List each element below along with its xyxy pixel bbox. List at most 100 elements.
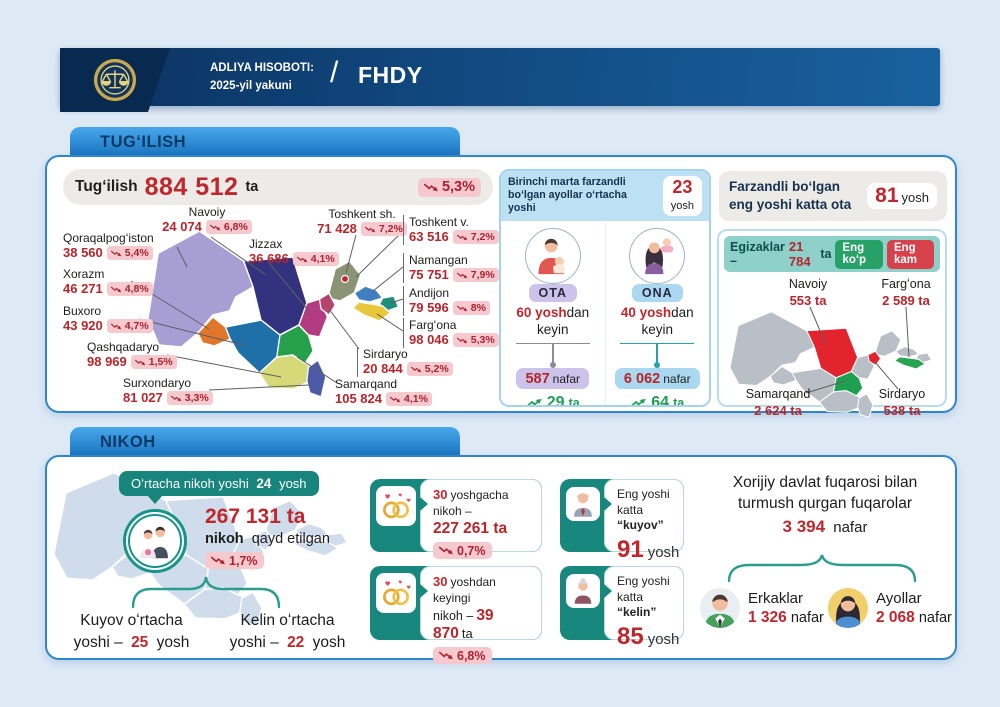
region-value: 98 046 5,3%	[409, 332, 501, 348]
region-label-toshkent-sh: Toshkent sh. 71 428 7,2%	[307, 207, 417, 237]
region-number: 24 074	[162, 219, 202, 235]
mother-connector	[620, 343, 695, 369]
header-separator: /	[330, 56, 339, 89]
region-change: 7,2%	[470, 230, 495, 243]
region-change: 4,1%	[404, 392, 428, 405]
wedding-rings-icon	[383, 492, 412, 519]
father-connector	[515, 343, 590, 369]
birth-region-map: Qoraqalpogʻiston 38 560 5,4% Navoiy 24 07…	[61, 205, 499, 411]
first-child-body: OTA 60 yoshdan keyin 587 nafar 29 ta O	[501, 220, 710, 407]
region-change: 8%	[470, 301, 486, 314]
trend-down-icon	[111, 286, 122, 293]
card-text-line2: katta “kuyov”	[617, 503, 678, 534]
twins-map-area: Navoiy 553 ta Fargʻona 2 589 ta Samarqan…	[722, 277, 942, 421]
report-label-line2: 2025-yil yakuni	[210, 80, 292, 93]
avg-age-value: 24	[256, 476, 272, 491]
bride-age-value: 22	[287, 633, 305, 651]
women-label: Ayollar	[876, 589, 922, 607]
region-name: Andijon	[409, 286, 450, 300]
card-body: 30 yoshdan keyingi nikoh –39 870 ta 6,8%	[420, 566, 542, 665]
trend-down-badge: 6,8%	[205, 219, 252, 235]
mother-count: 6 062	[623, 370, 661, 387]
region-name: Fargʻona	[409, 318, 457, 332]
region-number: 20 844	[363, 361, 403, 377]
avg-age-prefix: Oʻrtacha nikoh yoshi	[131, 476, 249, 491]
father-growth: 29 ta	[501, 394, 605, 407]
first-child-age-unit: yosh	[670, 199, 694, 212]
couple-circle	[123, 509, 187, 573]
trend-down-badge: 4,1%	[386, 391, 432, 407]
region-value: 75 751 7,9%	[409, 267, 501, 283]
twins-label-fargona: Fargʻona 2 589 ta	[860, 277, 952, 309]
region-number: 98 046	[409, 332, 449, 348]
card-oldest-bride: Eng yoshi katta “kelin” 85 yosh	[560, 566, 684, 650]
card-text-line1: Eng yoshi	[617, 574, 670, 588]
report-label: ADLIYA HISOBOTI: 2025-yil yakuni	[210, 59, 314, 96]
card-pointer	[604, 584, 619, 598]
region-value: 36 686 4,1%	[249, 251, 344, 267]
mother-growth: 64 ta	[606, 394, 710, 405]
father-count-badge: 587 nafar	[516, 368, 590, 390]
region-number: 105 824	[335, 391, 382, 407]
twins-value: 21 784	[788, 239, 811, 269]
justice-emblem-icon	[93, 58, 137, 102]
wedding-rings-icon	[383, 579, 412, 606]
trend-down-icon	[135, 359, 146, 366]
mother-baby-icon	[645, 237, 674, 274]
father-count-unit: nafar	[552, 371, 581, 386]
region-label-toshkent-v: Toshkent v. 63 516 7,2%	[403, 215, 501, 245]
oldest-father-title-line2: eng yoshi katta ota	[729, 197, 852, 212]
card-body: Eng yoshi katta “kelin” 85 yosh	[604, 566, 684, 650]
card-oldest-groom: Eng yoshi katta “kuyov” 91 yosh	[560, 479, 684, 563]
father-baby-icon	[538, 238, 565, 274]
region-number: 81 027	[123, 390, 163, 406]
birth-total-trend-badge: 5,3%	[417, 177, 481, 197]
twins-label: Egizaklar –	[730, 240, 785, 268]
old-woman-icon	[574, 578, 592, 604]
trend-down-icon	[457, 337, 468, 344]
father-growth-value: 29	[546, 394, 565, 407]
first-child-header: Birinchi marta farzandli boʻlgan ayollar…	[501, 171, 709, 221]
trend-down-icon	[439, 651, 454, 660]
marriage-change: 1,7%	[229, 553, 258, 568]
connector-stem	[656, 344, 659, 364]
region-label-namangan: Namangan 75 751 7,9%	[403, 253, 501, 283]
twin-region-value: 553 ta	[789, 292, 827, 308]
section-tab-marriage: NIKOH	[70, 427, 460, 457]
region-name: Navoiy	[188, 205, 226, 219]
age-unit: yosh	[647, 543, 680, 561]
avg-age-unit: yosh	[279, 476, 307, 491]
avg-marriage-age-tooltip: Oʻrtacha nikoh yoshi 24 yosh	[119, 471, 319, 504]
birth-panel: Tugʻilish 884 512 ta 5,3%	[45, 155, 957, 418]
mother-count-unit: nafar	[663, 371, 691, 386]
region-label-navoiy: Navoiy 24 074 6,8%	[147, 205, 267, 235]
region-label-qoraqalpogiston: Qoraqalpogʻiston 38 560 5,4%	[63, 231, 193, 261]
card-icon-tile	[376, 573, 416, 613]
region-name: Xorazm	[63, 267, 105, 281]
birth-total-change: 5,3%	[441, 179, 475, 195]
trend-down-icon	[365, 226, 376, 233]
region-change: 5,2%	[424, 362, 449, 375]
card-change: 0,7%	[457, 543, 486, 558]
oldest-father-title: Farzandli boʻlgan eng yoshi katta ota	[729, 178, 859, 213]
region-name: Samarqand	[335, 377, 398, 391]
twin-region-name: Samarqand	[745, 387, 811, 401]
region-value: 46 271 4,8%	[63, 281, 163, 297]
region-change: 4,1%	[310, 252, 335, 265]
mother-column: ONA 40 yoshdan keyin 6 062 nafar 64 ta	[604, 220, 710, 405]
age-threshold: 30	[433, 574, 448, 589]
trend-down-icon	[424, 183, 439, 192]
women-value: 2 068	[876, 609, 915, 627]
card-value: 227 261 ta	[433, 520, 508, 538]
age-threshold: 30	[433, 487, 448, 502]
region-label-jizzax: Jizzax 36 686 4,1%	[249, 237, 344, 267]
region-number: 63 516	[409, 229, 449, 245]
women-value-row: 2 068 nafar	[876, 609, 952, 627]
card-icon-tile	[566, 574, 600, 608]
card-text-quoted: “kelin”	[617, 605, 657, 620]
region-number: 46 271	[63, 281, 103, 297]
mother-age: 40 yosh	[620, 304, 672, 320]
oldest-father-age-unit: yosh	[901, 189, 929, 205]
card-text-rest: yoshgacha nikoh –	[433, 488, 509, 518]
